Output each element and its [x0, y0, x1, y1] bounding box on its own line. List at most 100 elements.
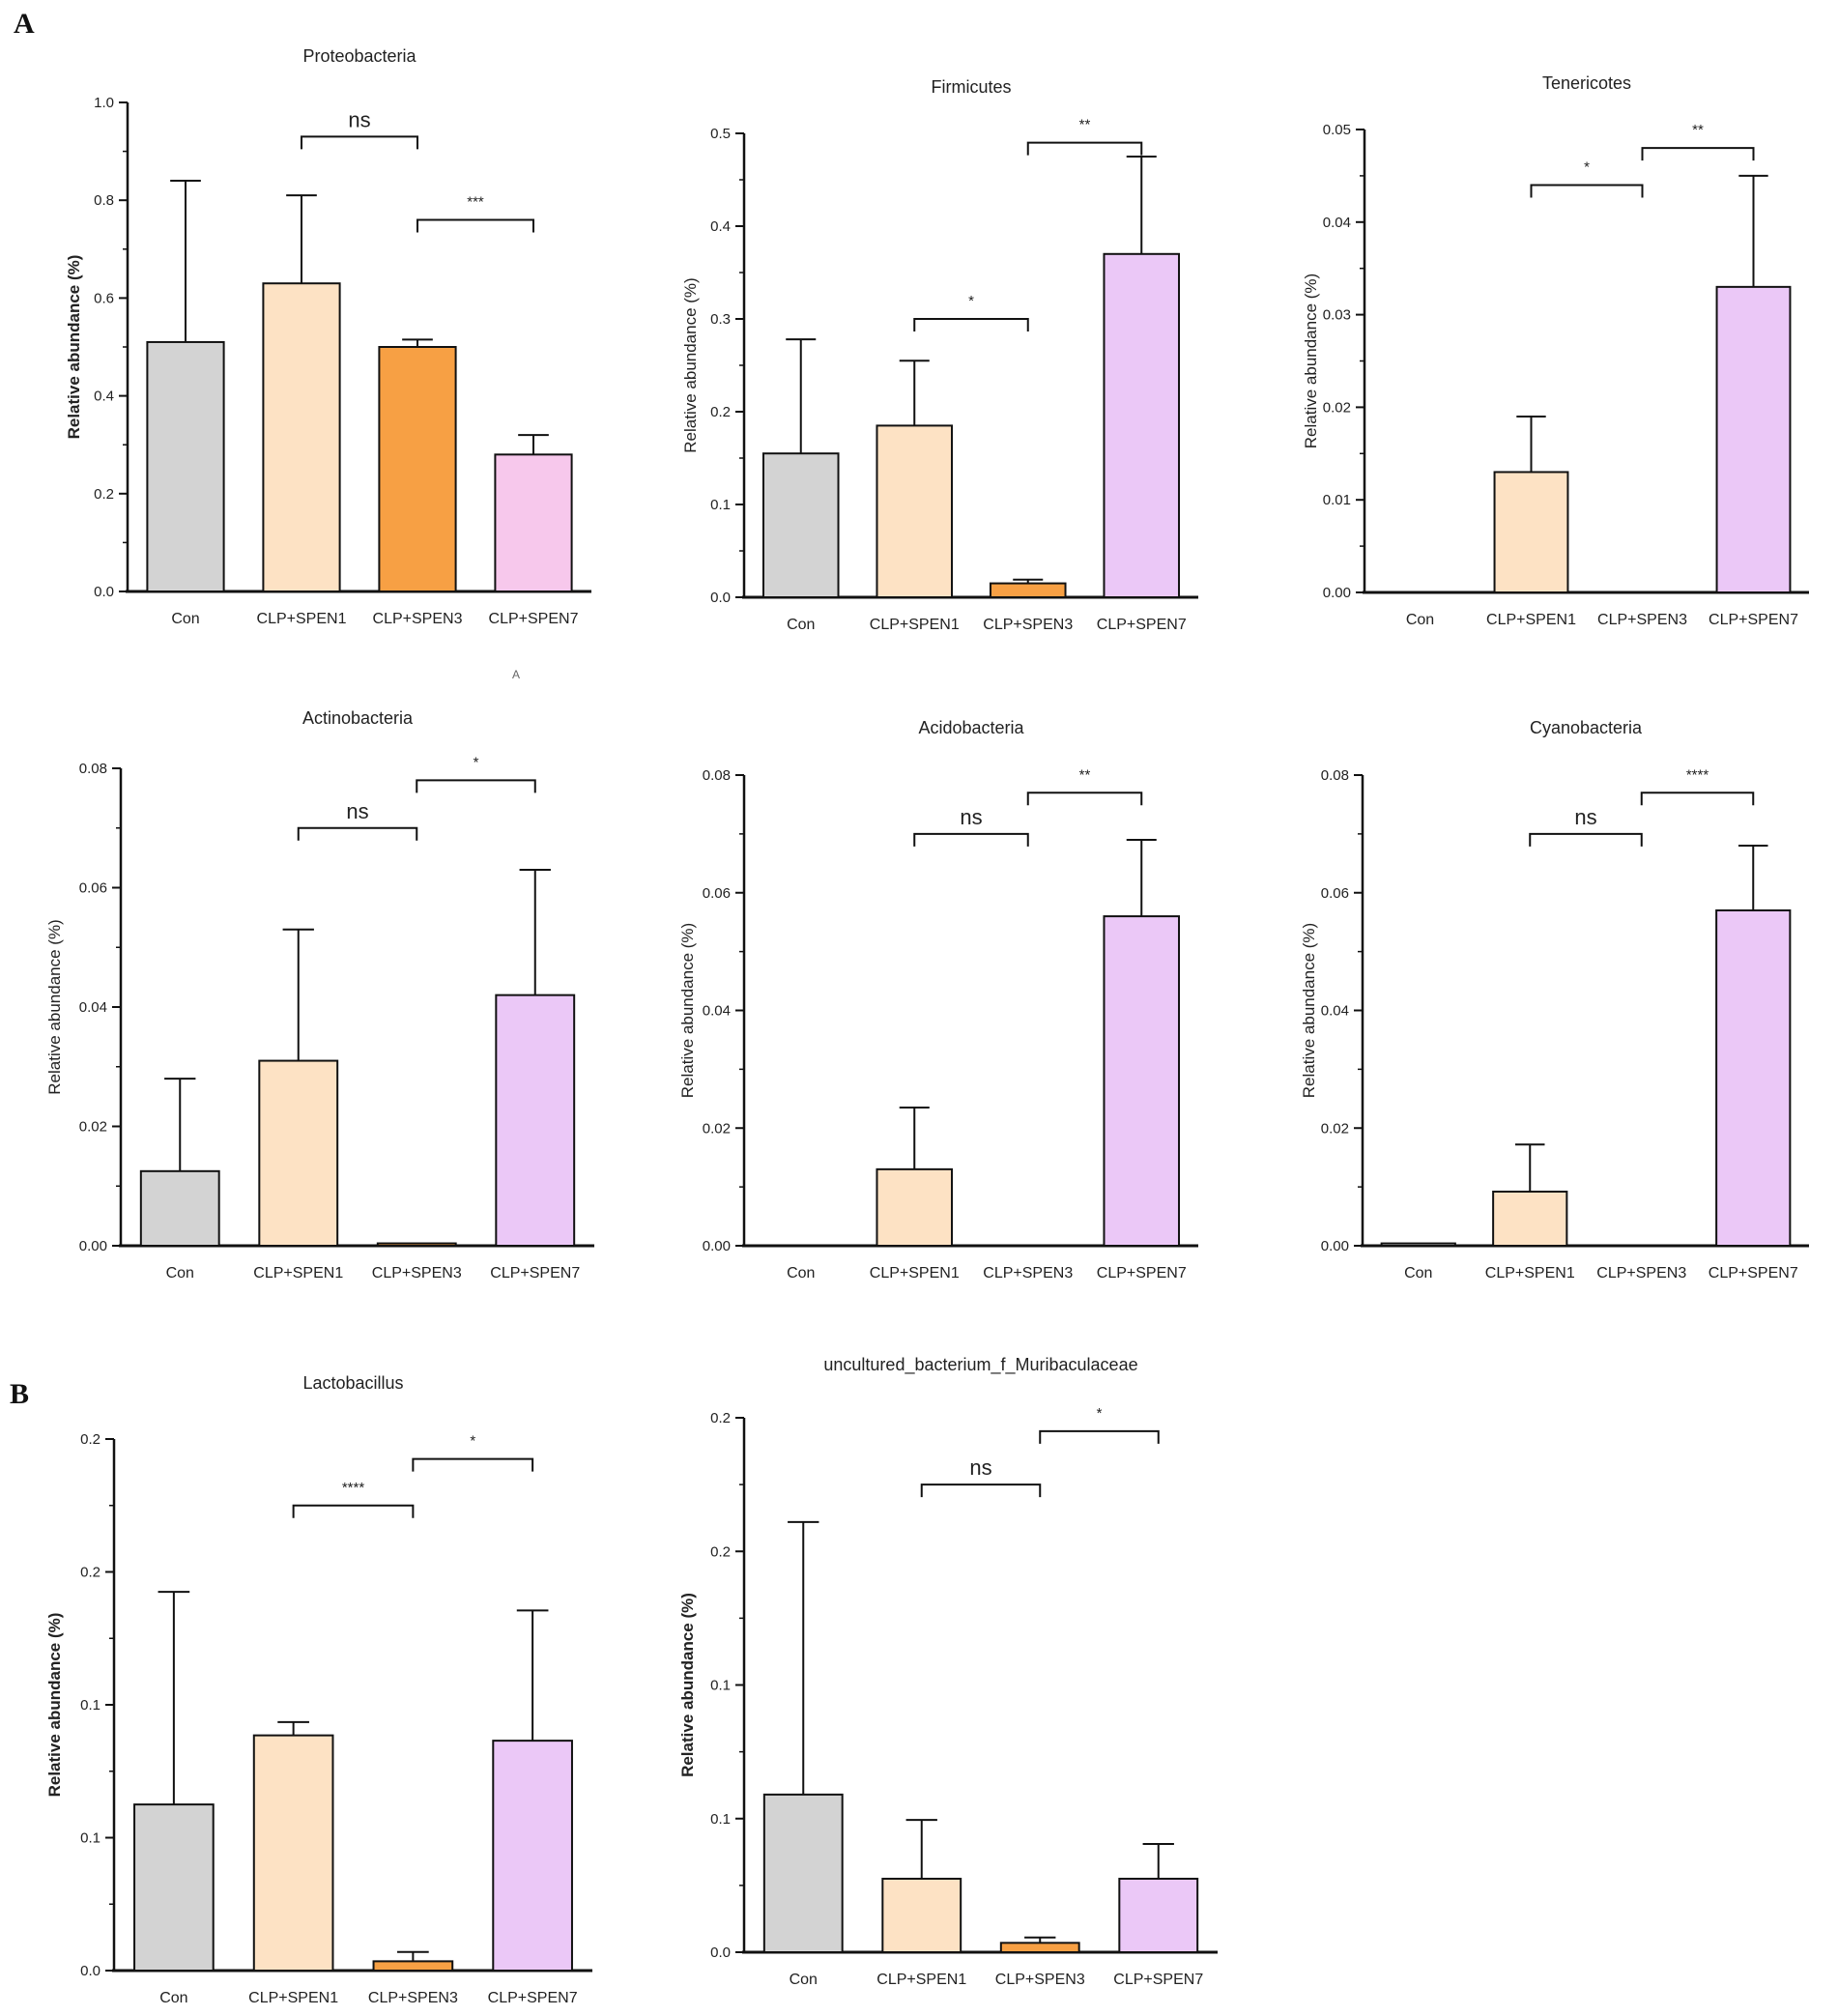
panel-label-b: B: [10, 1378, 29, 1410]
y-tick-label: 0.8: [94, 192, 114, 209]
bar-clp-spen1: [258, 1059, 339, 1247]
x-tick-label: CLP+SPEN3: [373, 611, 463, 627]
chart-title: uncultured_bacterium_f_Muribaculaceae: [823, 1355, 1137, 1375]
significance-bracket: [301, 135, 418, 150]
significance-bracket: [412, 1457, 534, 1472]
significance-label: *: [1584, 158, 1590, 175]
x-tick-label: CLP+SPEN1: [876, 1972, 966, 1988]
y-tick-label: 0.0: [710, 1944, 731, 1961]
bar-clp-spen1: [881, 1877, 962, 1954]
y-tick-label: 0.08: [79, 761, 107, 777]
y-tick-label: 0.00: [703, 1238, 731, 1254]
significance-bracket: [1039, 1429, 1160, 1444]
x-tick-label: CLP+SPEN1: [1485, 1265, 1575, 1282]
y-tick-label: 0.06: [79, 880, 107, 897]
significance-label: ***: [467, 193, 484, 210]
y-axis-label: Relative abundance (%): [1302, 274, 1320, 448]
y-tick-label: 0.2: [94, 486, 114, 503]
x-tick-label: CLP+SPEN1: [248, 1990, 338, 2006]
x-tick-label: Con: [787, 617, 815, 633]
y-tick-label: 0.2: [710, 1410, 731, 1426]
y-tick-label: 0.00: [1323, 585, 1351, 601]
y-tick-label: 0.5: [710, 126, 731, 142]
chart-title: Tenericotes: [1542, 73, 1631, 93]
significance-bracket: [1640, 792, 1755, 806]
x-tick-label: CLP+SPEN7: [1113, 1972, 1203, 1988]
bar-clp-spen1: [1493, 471, 1569, 593]
bar-clp-spen7: [1103, 915, 1181, 1247]
y-tick-label: 0.0: [80, 1963, 101, 1979]
x-tick-label: CLP+SPEN7: [1709, 612, 1798, 628]
x-tick-label: CLP+SPEN3: [1597, 612, 1687, 628]
bar-clp-spen1: [1492, 1190, 1568, 1247]
y-tick-label: 0.2: [80, 1431, 101, 1448]
bar-clp-spen7: [492, 1740, 573, 1972]
y-axis-label: Relative abundance (%): [681, 277, 700, 452]
bar-clp-spen1: [262, 282, 341, 592]
y-tick-label: 0.6: [94, 290, 114, 306]
bar-clp-spen1: [876, 424, 954, 598]
x-tick-label: CLP+SPEN1: [253, 1265, 343, 1282]
x-tick-label: Con: [166, 1265, 194, 1282]
y-axis-label: Relative abundance (%): [1300, 923, 1318, 1098]
bar-con: [139, 1169, 220, 1247]
bar-clp-spen7: [494, 453, 573, 592]
y-tick-label: 0.01: [1323, 492, 1351, 508]
chart-title: Firmicutes: [931, 77, 1011, 97]
y-tick-label: 0.06: [703, 885, 731, 902]
bar-con: [146, 340, 225, 592]
y-tick-label: 0.2: [710, 1543, 731, 1560]
chart-title: Acidobacteria: [918, 718, 1024, 737]
bar-clp-spen3: [989, 582, 1067, 598]
y-tick-label: 0.00: [79, 1238, 107, 1254]
y-tick-label: 0.02: [79, 1119, 107, 1136]
x-tick-label: Con: [790, 1972, 818, 1988]
x-tick-label: CLP+SPEN1: [870, 617, 960, 633]
chart-acidobacteria: Acidobacteria 0.00 0.02 0.04 0.06 0.08 Relativ…: [678, 718, 1198, 1282]
y-tick-label: 0.1: [710, 1678, 731, 1694]
chart-firmicutes: Firmicutes 0.0 0.1 0.2 0.3 0.4 0.5 Relative abu…: [681, 77, 1198, 633]
x-tick-label: CLP+SPEN1: [1486, 612, 1576, 628]
bar-con: [133, 1803, 215, 1972]
y-tick-label: 0.1: [710, 1811, 731, 1828]
y-tick-label: 0.00: [1321, 1238, 1349, 1254]
y-tick-label: 0.04: [1321, 1003, 1349, 1020]
significance-label: *: [474, 754, 479, 770]
y-tick-label: 0.02: [703, 1120, 731, 1137]
bar-con: [761, 452, 840, 599]
y-tick-label: 0.05: [1323, 122, 1351, 138]
chart-title: Actinobacteria: [302, 708, 414, 728]
y-tick-label: 0.08: [1321, 767, 1349, 784]
y-axis-label: Relative abundance (%): [678, 923, 697, 1098]
bar-clp-spen7: [1118, 1877, 1199, 1954]
significance-label: ns: [1574, 805, 1596, 829]
significance-bracket: [297, 826, 418, 841]
chart-cyanobacteria: Cyanobacteria 0.00 0.02 0.04 0.06 0.08 Relativ…: [1300, 718, 1809, 1282]
y-axis-label: Relative abundance (%): [65, 255, 83, 440]
significance-label: ns: [348, 107, 370, 131]
x-tick-label: CLP+SPEN3: [983, 1265, 1073, 1282]
significance-label: ns: [969, 1455, 991, 1480]
chart-title: Cyanobacteria: [1530, 718, 1643, 737]
y-tick-label: 0.2: [80, 1565, 101, 1581]
y-tick-label: 0.1: [80, 1697, 101, 1714]
y-tick-label: 0.4: [94, 389, 114, 405]
y-tick-label: 0.04: [703, 1003, 731, 1020]
x-tick-label: CLP+SPEN7: [1709, 1265, 1798, 1282]
y-tick-label: 0.1: [80, 1830, 101, 1847]
bar-clp-spen3: [372, 1960, 454, 1972]
chart-actinobacteria: Actinobacteria 0.00 0.02 0.04 0.06 0.08 Relati…: [45, 708, 594, 1282]
significance-bracket: [292, 1504, 415, 1518]
bar-clp-spen1: [876, 1167, 954, 1248]
significance-label: ns: [960, 805, 982, 829]
chart-title: Proteobacteria: [302, 46, 416, 66]
bar-clp-spen7: [1103, 252, 1181, 598]
x-tick-label: Con: [1404, 1265, 1432, 1282]
significance-bracket: [920, 1483, 1042, 1498]
significance-label: **: [1079, 766, 1091, 783]
bar-con: [1380, 1242, 1456, 1247]
significance-label: **: [1079, 117, 1091, 133]
x-tick-label: CLP+SPEN3: [372, 1265, 462, 1282]
significance-label: *: [1097, 1405, 1103, 1422]
stray-mark: A: [512, 668, 520, 681]
